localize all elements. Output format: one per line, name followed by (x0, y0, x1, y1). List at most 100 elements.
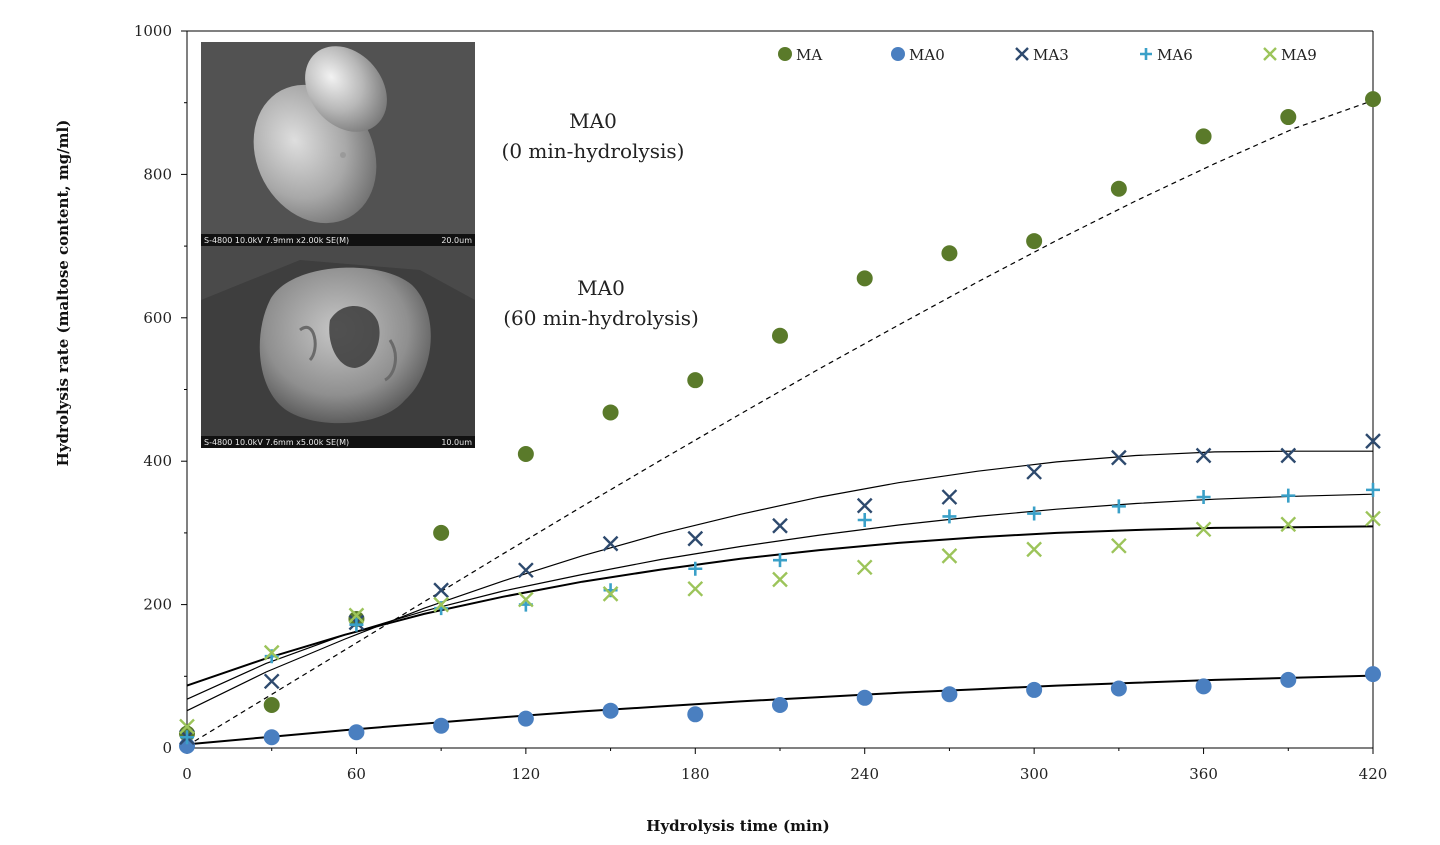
starch-granule-small (305, 46, 387, 132)
legend-marker-ma6 (1140, 48, 1152, 60)
point-ma6 (773, 553, 787, 568)
point-ma3 (687, 530, 704, 547)
legend-label-ma6: MA6 (1157, 46, 1193, 64)
y-axis-title: Hydrolysis rate (maltose content, mg/ml) (54, 120, 72, 467)
point-ma3 (1111, 449, 1127, 466)
point-ma6 (1366, 482, 1380, 497)
trendline-ma9 (186, 525, 1374, 687)
point-ma0 (348, 724, 365, 741)
point-ma0 (517, 710, 534, 727)
point-ma3 (518, 562, 534, 579)
x-axis-title: Hydrolysis time (min) (646, 817, 829, 835)
point-ma3 (263, 673, 280, 690)
point-ma0 (941, 686, 958, 703)
legend-label-ma9: MA9 (1281, 46, 1317, 64)
x-tick-label: 180 (681, 765, 710, 783)
legend-marker-ma (778, 47, 792, 61)
trendline-ma (186, 99, 1374, 747)
x-tick-label: 420 (1359, 765, 1388, 783)
point-ma6 (1281, 488, 1296, 503)
point-ma9 (687, 580, 704, 597)
x-tick-label: 240 (850, 765, 879, 783)
point-ma0 (1110, 680, 1127, 697)
y-tick-label: 600 (143, 309, 172, 327)
sem-image-bottom: S-4800 10.0kV 7.6mm x5.00k SE(M) 10.0um (201, 246, 475, 448)
x-tick-label: 0 (182, 765, 192, 783)
point-ma (856, 270, 873, 287)
x-tick-label: 120 (512, 765, 541, 783)
point-ma9 (1026, 541, 1042, 558)
legend-label-ma3: MA3 (1033, 46, 1069, 64)
sem-image-top: S-4800 10.0kV 7.9mm x2.00k SE(M) 20.0um (201, 42, 475, 246)
point-ma3 (1365, 433, 1381, 449)
y-tick-label: 200 (143, 596, 172, 614)
point-ma0 (602, 702, 619, 719)
point-ma (1365, 91, 1381, 108)
point-ma6 (349, 617, 364, 632)
sem-inset: S-4800 10.0kV 7.9mm x2.00k SE(M) 20.0um … (201, 42, 475, 448)
point-ma9 (348, 607, 365, 624)
annotation-bottom-line2: (60 min-hydrolysis) (503, 306, 699, 330)
point-ma9 (856, 559, 873, 576)
annotation-top-line1: MA0 (569, 109, 617, 133)
point-ma9 (1195, 521, 1212, 538)
point-ma0 (1195, 678, 1212, 695)
point-ma0 (1026, 681, 1043, 698)
point-ma0 (856, 689, 873, 706)
x-tick-label: 360 (1189, 765, 1218, 783)
trendline-ma6 (186, 493, 1374, 700)
legend: MA MA0 MA3 MA6 MA9 (778, 46, 1317, 64)
y-tick-label: 400 (143, 452, 172, 470)
sem-top-caption-left: S-4800 10.0kV 7.9mm x2.00k SE(M) (204, 236, 349, 245)
point-ma6 (688, 561, 703, 576)
point-ma3 (772, 517, 788, 534)
legend-label-ma: MA (796, 46, 822, 64)
annotation-bottom-line1: MA0 (577, 276, 625, 300)
point-ma3 (1026, 464, 1042, 480)
point-ma6 (942, 509, 957, 524)
point-ma0 (1280, 671, 1297, 688)
y-tick-label: 800 (143, 165, 172, 183)
point-ma (1195, 128, 1212, 145)
point-ma3 (1280, 447, 1297, 464)
annotation-top-line2: (0 min-hydrolysis) (502, 139, 685, 163)
point-ma9 (518, 591, 534, 608)
legend-marker-ma9 (1263, 47, 1277, 61)
point-ma6 (857, 512, 872, 527)
point-ma (1110, 180, 1127, 197)
sem-bottom-caption-right: 10.0um (441, 438, 472, 447)
point-ma9 (1365, 510, 1381, 527)
data-points (179, 91, 1381, 754)
point-ma3 (433, 582, 449, 599)
point-ma (1026, 233, 1043, 250)
point-ma9 (772, 571, 788, 588)
point-ma (687, 372, 704, 389)
point-ma9 (602, 585, 619, 602)
legend-marker-ma0 (891, 47, 905, 61)
y-tick-label: 0 (162, 739, 172, 757)
point-ma3 (856, 497, 873, 514)
point-ma0 (772, 696, 788, 713)
point-ma6 (1111, 499, 1126, 514)
x-tick-label: 60 (347, 765, 366, 783)
point-ma0 (263, 729, 280, 746)
point-ma0 (687, 706, 704, 723)
point-ma0 (433, 717, 450, 734)
point-ma6 (1027, 506, 1042, 521)
legend-label-ma0: MA0 (909, 46, 945, 64)
point-ma6 (1196, 490, 1211, 505)
point-ma3 (941, 489, 958, 505)
point-ma (1280, 109, 1297, 126)
point-ma (941, 245, 958, 262)
point-ma9 (433, 596, 449, 613)
point-ma (433, 524, 450, 541)
point-ma9 (179, 718, 195, 735)
point-ma6 (180, 730, 194, 745)
sem-bottom-caption-left: S-4800 10.0kV 7.6mm x5.00k SE(M) (204, 438, 349, 447)
point-ma0 (1365, 666, 1381, 683)
point-ma3 (1195, 447, 1212, 464)
point-ma9 (263, 644, 280, 661)
point-ma9 (1111, 537, 1127, 554)
point-ma (263, 696, 280, 713)
